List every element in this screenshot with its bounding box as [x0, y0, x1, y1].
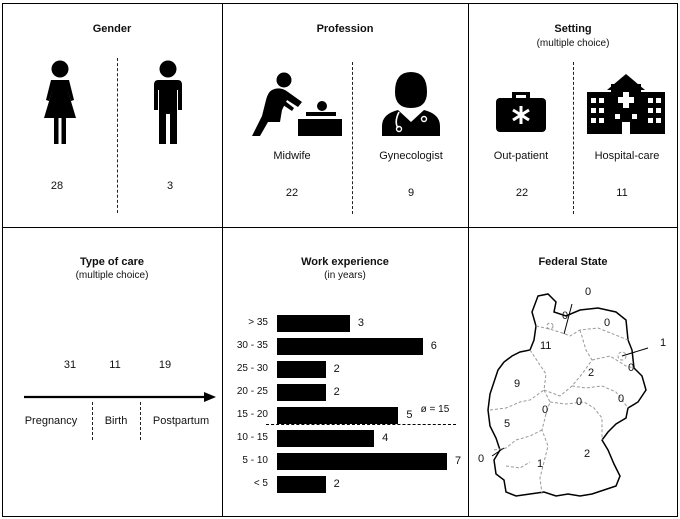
- work-experience-bar: [277, 361, 326, 378]
- work-experience-value-label: 2: [333, 363, 340, 375]
- federal-state-value: 5: [504, 418, 511, 430]
- work-experience-value-label: 5: [406, 409, 413, 421]
- setting-hospital-count: 11: [616, 187, 628, 199]
- profession-midwife-label: Midwife: [273, 150, 311, 162]
- work-experience-subtitle: (in years): [324, 270, 366, 281]
- figure-frame: [2, 3, 678, 517]
- type-of-care-title: Type of care: [80, 256, 144, 268]
- work-experience-value-label: 3: [357, 317, 364, 329]
- federal-state-value: 0: [562, 310, 569, 322]
- federal-state-value: 0: [576, 396, 583, 408]
- work-experience-bar: [277, 453, 447, 470]
- work-experience-value-label: 4: [382, 432, 389, 444]
- work-experience-value-label: 2: [333, 478, 340, 490]
- federal-state-value: 11: [540, 340, 552, 352]
- timeline-divider: [140, 402, 141, 440]
- work-experience-category-label: 20 - 25: [236, 386, 268, 397]
- federal-state-title: Federal State: [538, 256, 608, 268]
- gender-female-count: 28: [50, 180, 64, 192]
- work-experience-bar: [277, 476, 326, 493]
- federal-state-value: 0: [542, 404, 549, 416]
- work-experience-title: Work experience: [301, 256, 389, 268]
- type-of-care-birth-count: 11: [109, 359, 121, 371]
- timeline-divider: [92, 402, 93, 440]
- mean-line: [266, 424, 456, 425]
- federal-state-value: 2: [588, 367, 595, 379]
- work-experience-category-label: 5 - 10: [242, 455, 268, 466]
- gender-male-count: 3: [166, 180, 174, 192]
- work-experience-category-label: 15 - 20: [236, 409, 268, 420]
- profession-midwife-count: 22: [285, 187, 299, 199]
- work-experience-bar: [277, 338, 423, 355]
- setting-subtitle: (multiple choice): [536, 38, 610, 49]
- federal-state-value: 1: [660, 337, 667, 349]
- work-experience-bar: [277, 384, 326, 401]
- hospital-icon: [587, 74, 665, 134]
- medical-bag-icon: [496, 92, 546, 132]
- federal-state-value: 0: [604, 317, 611, 329]
- female-person-icon: [44, 60, 76, 144]
- midwife-icon: [252, 72, 342, 136]
- work-experience-value-label: 2: [333, 386, 340, 398]
- work-experience-value-label: 6: [430, 340, 437, 352]
- profession-divider: [352, 62, 353, 214]
- setting-title: Setting: [554, 23, 592, 35]
- male-person-icon: [154, 60, 182, 144]
- work-experience-bar: [277, 407, 399, 424]
- panel-divider: [222, 3, 223, 517]
- setting-divider: [573, 62, 574, 214]
- federal-state-value: 0: [585, 286, 592, 298]
- profession-gynecologist-count: 9: [407, 187, 415, 199]
- work-experience-category-label: 25 - 30: [236, 363, 268, 374]
- germany-map: [487, 293, 649, 497]
- type-of-care-pregnancy-count: 31: [63, 359, 77, 371]
- work-experience-category-label: > 35: [248, 317, 268, 328]
- germany-outline: [487, 293, 647, 497]
- work-experience-category-label: 30 - 35: [236, 340, 268, 351]
- federal-state-value: 2: [584, 448, 591, 460]
- gender-divider: [117, 58, 118, 213]
- federal-state-value: 0: [628, 362, 635, 374]
- doctor-icon: [382, 72, 440, 136]
- federal-state-value: 1: [537, 458, 544, 470]
- setting-outpatient-label: Out-patient: [493, 150, 549, 162]
- setting-outpatient-count: 22: [515, 187, 529, 199]
- work-experience-value-label: 7: [455, 455, 462, 467]
- work-experience-category-label: < 5: [253, 478, 268, 489]
- type-of-care-pregnancy-label: Pregnancy: [24, 415, 78, 427]
- federal-state-value: 0: [618, 393, 625, 405]
- panel-divider: [2, 227, 678, 228]
- profession-title: Profession: [316, 23, 374, 35]
- gender-title: Gender: [92, 23, 132, 35]
- federal-state-value: 9: [514, 378, 521, 390]
- type-of-care-postpartum-count: 19: [158, 359, 172, 371]
- type-of-care-postpartum-label: Postpartum: [152, 415, 210, 427]
- federal-state-value: 0: [478, 453, 485, 465]
- work-experience-category-label: 10 - 15: [236, 432, 268, 443]
- type-of-care-subtitle: (multiple choice): [75, 270, 149, 281]
- profession-gynecologist-label: Gynecologist: [379, 150, 443, 162]
- mean-label: ø = 15: [420, 404, 450, 415]
- timeline-arrow: [24, 392, 216, 402]
- work-experience-bar: [277, 430, 375, 447]
- setting-hospital-label: Hospital-care: [594, 150, 660, 162]
- type-of-care-birth-label: Birth: [104, 415, 128, 427]
- panel-divider: [468, 3, 469, 517]
- work-experience-bar: [277, 315, 350, 332]
